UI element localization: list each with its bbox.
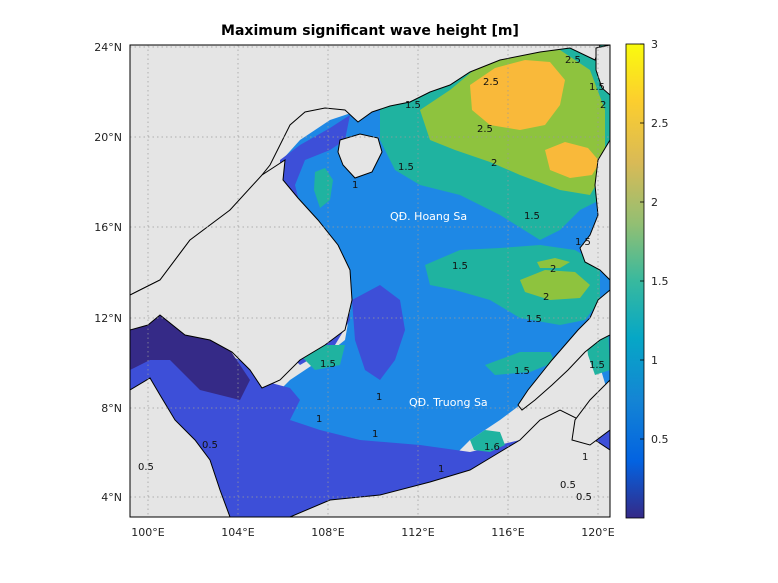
sea-level-25-a [470,60,565,130]
lon-tick-label: 108°E [311,526,344,539]
contour-label: 1 [372,429,378,440]
colorbar-tick-label: 1 [651,354,658,367]
contour-label: 2 [491,158,497,169]
map-frame [129,44,611,518]
sea-level-2-central [520,270,590,300]
land-hainan [337,133,383,179]
contour-label: 2 [543,292,549,303]
contour-label: 2.5 [483,77,499,88]
colorbar: 3 2.5 2 1.5 1 0.5 [625,38,669,519]
colorbar-tick-label: 2.5 [651,117,669,130]
contour-label: 1.6 [484,442,500,453]
contour-label: 2.5 [477,124,493,135]
lon-tick-label: 116°E [491,526,524,539]
place-label-truong-sa: QĐ. Truong Sa [409,396,488,409]
contour-label: 0.5 [202,440,218,451]
lon-tick-label: 100°E [131,526,164,539]
lat-ticks: 24°N 20°N 16°N 12°N 8°N 4°N [94,41,122,504]
contour-label: 2.5 [565,55,581,66]
contour-label: 1 [352,180,358,191]
contour-label: 1.5 [524,211,540,222]
land-indochina [130,159,353,389]
land-philippines-south [517,289,610,411]
contour-label: 1.5 [589,82,605,93]
contour-label: 1.5 [398,162,414,173]
lat-tick-label: 12°N [94,312,122,325]
lon-ticks: 100°E 104°E 108°E 112°E 116°E 120°E [131,526,614,539]
colorbar-tick-label: 1.5 [651,275,669,288]
map-area: 2.5 1.5 1.5 2.5 2 2 2.5 1.5 1 1.5 1.5 2 … [130,45,610,517]
contour-label: 1.5 [526,314,542,325]
colorbar-tick-label: 2 [651,196,658,209]
lat-tick-label: 16°N [94,221,122,234]
contour-label: 1 [438,464,444,475]
sea-level-0 [130,300,250,400]
sea-level-2-strip [537,258,570,268]
contour-label: 1 [582,452,588,463]
contour-label: 0.5 [576,492,592,503]
contour-label: 1.5 [320,359,336,370]
sea-level-15-patch-a [485,352,555,375]
land-luzon [579,139,610,281]
grid [130,45,610,517]
contour-label: 1 [376,392,382,403]
landmasses [130,45,610,517]
contour-label: 1.5 [405,100,421,111]
colorbar-tick-label: 3 [651,38,658,51]
contour-label: 1.5 [575,237,591,248]
colorbar-ticks [640,43,644,440]
contour-label: 1 [316,414,322,425]
lat-tick-label: 20°N [94,131,122,144]
land-mindanao [571,379,610,446]
contour-label: 2 [550,264,556,275]
lat-tick-label: 24°N [94,41,122,54]
land-borneo [289,409,610,517]
sea-level-05-mekong [352,285,405,380]
chart-title: Maximum significant wave height [m] [221,23,519,39]
land-malay [130,377,231,517]
lon-tick-label: 112°E [401,526,434,539]
contour-label: 1.5 [514,366,530,377]
contour-label: 0.5 [560,480,576,491]
contour-label: 0.5 [138,462,154,473]
contour-label: 2 [600,100,606,111]
colorbar-tick-label: 0.5 [651,433,669,446]
sea-level-15-patch-b [470,430,505,452]
lon-tick-label: 104°E [221,526,254,539]
lon-tick-label: 120°E [581,526,614,539]
lat-tick-label: 8°N [101,402,122,415]
place-label-hoang-sa: QĐ. Hoang Sa [390,210,467,223]
contour-label: 1.5 [589,360,605,371]
lat-tick-label: 4°N [101,491,122,504]
contour-labels: 2.5 1.5 1.5 2.5 2 2 2.5 1.5 1 1.5 1.5 2 … [138,55,606,503]
contour-label: 1.5 [452,261,468,272]
sea-level-25-b [545,142,600,178]
